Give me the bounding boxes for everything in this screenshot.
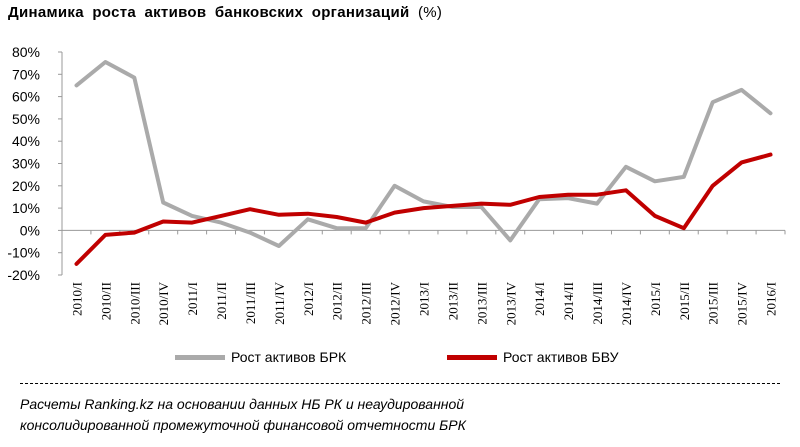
legend-item-brk: Рост активов БРК	[175, 349, 346, 365]
x-tick-label: 2012/III	[359, 282, 374, 325]
x-tick-label: 2010/III	[127, 282, 142, 325]
chart-title-text: Динамика роста активов банковских органи…	[8, 4, 410, 21]
chart-legend: Рост активов БРК Рост активов БВУ	[0, 347, 800, 371]
x-tick-label: 2015/IV	[735, 281, 750, 325]
y-tick-label: 50%	[12, 111, 40, 127]
x-tick-label: 2010/I	[69, 282, 84, 316]
legend-item-bvu: Рост активов БВУ	[447, 349, 618, 365]
series-line-brk	[74, 60, 773, 248]
x-tick-label: 2016/I	[764, 282, 779, 316]
x-tick-label: 2013/II	[445, 282, 460, 320]
x-tick-label: 2012/IV	[388, 281, 403, 325]
source-line-1: Расчеты Ranking.kz на основании данных Н…	[20, 396, 465, 412]
x-tick-label: 2010/II	[98, 282, 113, 320]
y-tick-label: 70%	[12, 66, 40, 82]
x-tick-label: 2013/III	[474, 282, 489, 325]
x-tick-label: 2013/IV	[503, 281, 518, 325]
x-tick-label: 2015/II	[677, 282, 692, 320]
x-tick-label: 2014/IV	[619, 281, 634, 325]
legend-swatch-brk	[175, 354, 225, 360]
source-note: Расчеты Ranking.kz на основании данных Н…	[20, 394, 720, 436]
x-tick-label: 2013/I	[417, 282, 432, 316]
x-tick-label: 2011/II	[214, 282, 229, 320]
y-tick-label: -10%	[7, 245, 40, 261]
chart-title-unit: (%)	[417, 4, 443, 21]
legend-swatch-bvu	[447, 354, 497, 360]
x-tick-label: 2014/I	[532, 282, 547, 316]
chart-title: Динамика роста активов банковских органи…	[8, 4, 442, 21]
legend-label-brk: Рост активов БРК	[231, 349, 347, 365]
x-tick-label: 2014/III	[590, 282, 605, 325]
line-chart: -20% -10% 0% 10% 20% 30% 40% 50% 60% 70% 80% 2010/I…	[7, 44, 786, 325]
legend-label-bvu: Рост активов БВУ	[503, 349, 619, 365]
y-tick-label: 30%	[12, 156, 40, 172]
x-tick-label: 2015/III	[706, 282, 721, 325]
y-tick-label: 40%	[12, 133, 40, 149]
x-tick-label: 2014/II	[561, 282, 576, 320]
x-tick-label: 2015/I	[648, 282, 663, 316]
x-tick-label: 2012/II	[330, 282, 345, 320]
x-tick-label: 2011/I	[185, 282, 200, 315]
x-tick-label: 2011/III	[243, 282, 258, 324]
y-tick-label: 80%	[12, 44, 40, 60]
source-divider	[20, 383, 780, 384]
y-tick-label: 20%	[12, 178, 40, 194]
series-line-bvu	[74, 152, 773, 266]
y-tick-label: 10%	[12, 200, 40, 216]
y-tick-label: 60%	[12, 89, 40, 105]
source-line-2: консолидированной промежуточной финансов…	[20, 417, 466, 433]
x-tick-label: 2011/IV	[272, 281, 287, 324]
x-tick-label: 2012/I	[301, 282, 316, 316]
y-tick-label: -20%	[7, 267, 40, 283]
x-tick-label: 2010/IV	[156, 281, 171, 325]
y-tick-label: 0%	[20, 222, 40, 238]
